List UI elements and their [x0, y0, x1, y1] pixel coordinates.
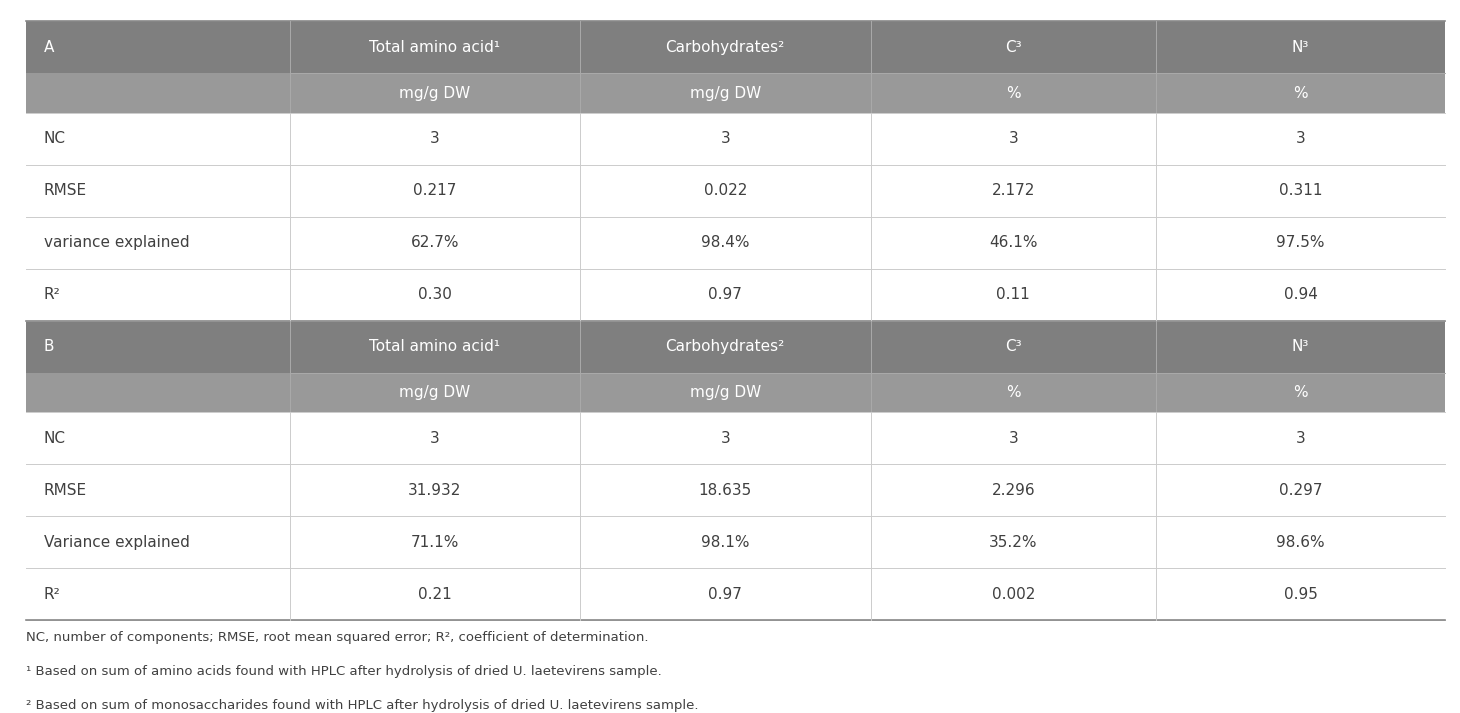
- Bar: [26, 412, 1445, 464]
- Text: 0.002: 0.002: [991, 587, 1035, 602]
- Bar: [26, 321, 291, 373]
- Text: RMSE: RMSE: [44, 483, 88, 498]
- Text: %: %: [1006, 86, 1021, 101]
- Bar: [870, 373, 1156, 412]
- Text: 31.932: 31.932: [409, 483, 461, 498]
- Text: 0.297: 0.297: [1279, 483, 1323, 498]
- Text: 98.1%: 98.1%: [701, 535, 749, 550]
- Bar: [26, 21, 291, 73]
- Bar: [291, 73, 580, 113]
- Text: N³: N³: [1292, 339, 1310, 354]
- Text: Variance explained: Variance explained: [44, 535, 190, 550]
- Text: RMSE: RMSE: [44, 183, 88, 198]
- Text: %: %: [1294, 385, 1308, 400]
- Bar: [580, 321, 870, 373]
- Bar: [26, 165, 1445, 217]
- Text: Total amino acid¹: Total amino acid¹: [369, 40, 501, 55]
- Text: NC: NC: [44, 431, 66, 446]
- Text: 3: 3: [720, 131, 730, 146]
- Text: 3: 3: [720, 431, 730, 446]
- Text: 3: 3: [1296, 431, 1305, 446]
- Text: 3: 3: [431, 431, 439, 446]
- Text: 2.172: 2.172: [991, 183, 1035, 198]
- Bar: [1156, 73, 1445, 113]
- Text: C³: C³: [1004, 40, 1022, 55]
- Bar: [26, 73, 291, 113]
- Bar: [1156, 321, 1445, 373]
- Text: Carbohydrates²: Carbohydrates²: [666, 40, 785, 55]
- Text: mg/g DW: mg/g DW: [689, 86, 761, 101]
- Text: R²: R²: [44, 287, 60, 302]
- Text: N³: N³: [1292, 40, 1310, 55]
- Bar: [291, 373, 580, 412]
- Text: variance explained: variance explained: [44, 235, 190, 250]
- Text: 0.95: 0.95: [1283, 587, 1317, 602]
- Text: 46.1%: 46.1%: [988, 235, 1038, 250]
- Text: %: %: [1294, 86, 1308, 101]
- Text: 71.1%: 71.1%: [410, 535, 460, 550]
- Bar: [26, 516, 1445, 568]
- Text: C³: C³: [1004, 339, 1022, 354]
- Text: 3: 3: [1296, 131, 1305, 146]
- Text: 0.11: 0.11: [996, 287, 1031, 302]
- Bar: [26, 269, 1445, 321]
- Text: 0.311: 0.311: [1279, 183, 1323, 198]
- Text: 98.4%: 98.4%: [701, 235, 749, 250]
- Bar: [1156, 21, 1445, 73]
- Text: 0.21: 0.21: [418, 587, 451, 602]
- Text: NC, number of components; RMSE, root mean squared error; R², coefficient of dete: NC, number of components; RMSE, root mea…: [26, 631, 648, 644]
- Bar: [291, 321, 580, 373]
- Text: Total amino acid¹: Total amino acid¹: [369, 339, 501, 354]
- Text: 0.217: 0.217: [413, 183, 457, 198]
- Text: mg/g DW: mg/g DW: [400, 86, 470, 101]
- Text: 2.296: 2.296: [991, 483, 1035, 498]
- Text: 0.022: 0.022: [704, 183, 748, 198]
- Bar: [26, 217, 1445, 269]
- Text: mg/g DW: mg/g DW: [400, 385, 470, 400]
- Bar: [26, 568, 1445, 620]
- Text: 0.30: 0.30: [418, 287, 453, 302]
- Bar: [870, 321, 1156, 373]
- Bar: [870, 73, 1156, 113]
- Bar: [26, 464, 1445, 516]
- Text: 97.5%: 97.5%: [1276, 235, 1324, 250]
- Text: 62.7%: 62.7%: [410, 235, 460, 250]
- Text: ¹ Based on sum of amino acids found with HPLC after hydrolysis of dried U. laete: ¹ Based on sum of amino acids found with…: [26, 665, 661, 678]
- Text: 98.6%: 98.6%: [1276, 535, 1326, 550]
- Text: 3: 3: [1009, 131, 1018, 146]
- Text: NC: NC: [44, 131, 66, 146]
- Text: 0.97: 0.97: [708, 587, 742, 602]
- Bar: [580, 73, 870, 113]
- Text: 0.97: 0.97: [708, 287, 742, 302]
- Text: 0.94: 0.94: [1283, 287, 1317, 302]
- Bar: [26, 373, 291, 412]
- Text: B: B: [44, 339, 54, 354]
- Text: A: A: [44, 40, 54, 55]
- Bar: [870, 21, 1156, 73]
- Bar: [1156, 373, 1445, 412]
- Bar: [580, 373, 870, 412]
- Text: 3: 3: [431, 131, 439, 146]
- Text: 3: 3: [1009, 431, 1018, 446]
- Text: %: %: [1006, 385, 1021, 400]
- Text: 35.2%: 35.2%: [988, 535, 1038, 550]
- Bar: [580, 21, 870, 73]
- Text: ² Based on sum of monosaccharides found with HPLC after hydrolysis of dried U. l: ² Based on sum of monosaccharides found …: [26, 699, 699, 712]
- Text: Carbohydrates²: Carbohydrates²: [666, 339, 785, 354]
- Bar: [26, 113, 1445, 165]
- Text: 18.635: 18.635: [698, 483, 752, 498]
- Bar: [291, 21, 580, 73]
- Text: mg/g DW: mg/g DW: [689, 385, 761, 400]
- Text: R²: R²: [44, 587, 60, 602]
